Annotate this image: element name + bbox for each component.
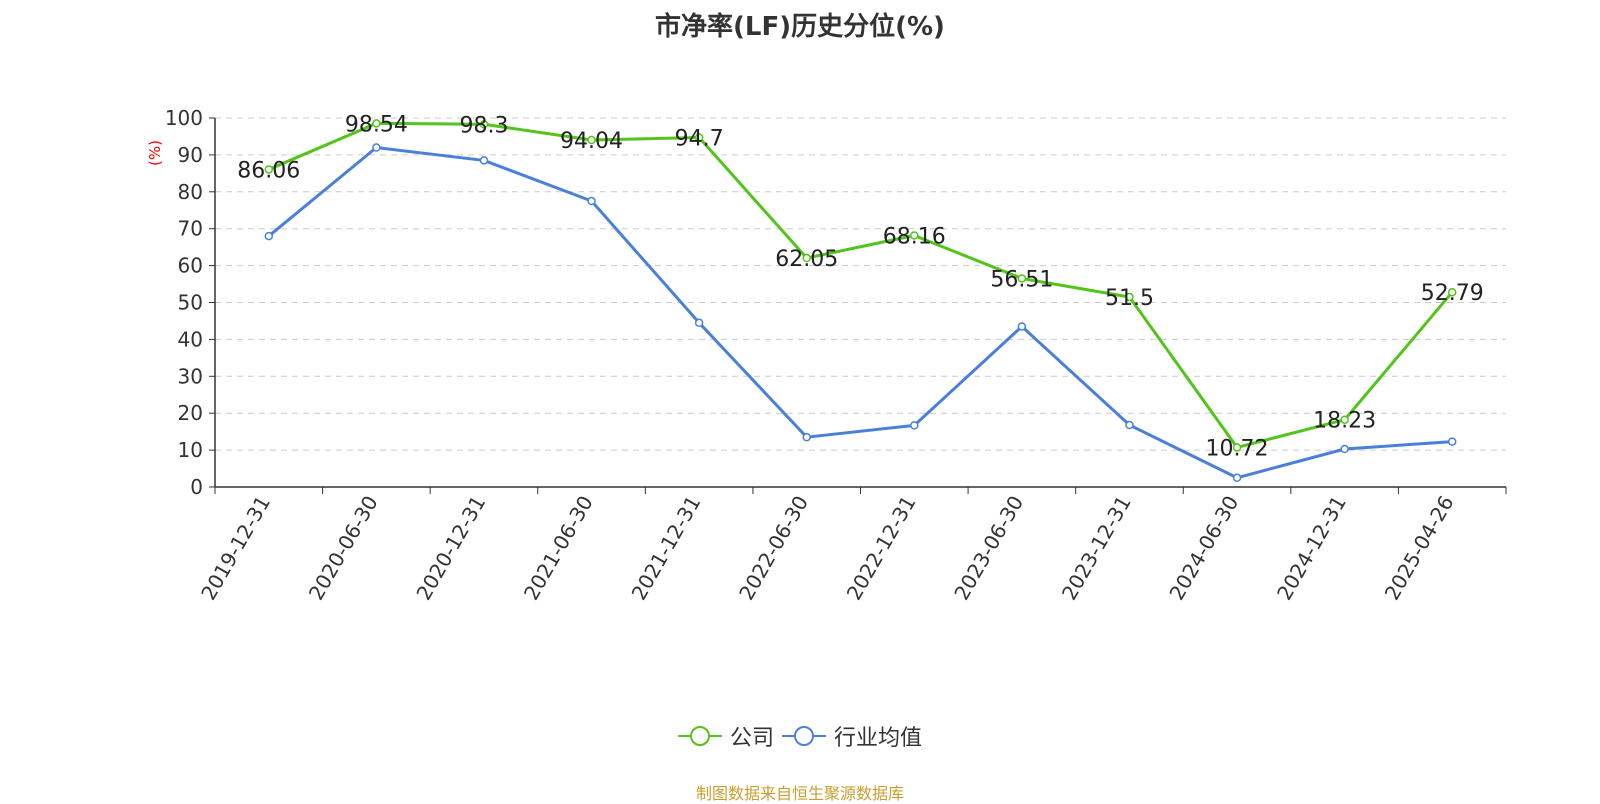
data-label: 51.5 xyxy=(1105,286,1154,311)
data-point xyxy=(1017,322,1027,331)
x-tick-label: 2022-12-31 xyxy=(842,492,921,605)
data-point xyxy=(910,421,919,430)
y-tick-label: 70 xyxy=(178,217,203,241)
data-point xyxy=(802,432,811,442)
data-point xyxy=(1125,420,1134,430)
legend-item-industry[interactable]: 行业均值 xyxy=(782,720,922,752)
y-tick-label: 30 xyxy=(178,364,203,388)
x-tick-label: 2021-12-31 xyxy=(627,492,706,605)
source-note: 制图数据来自恒生聚源数据库 xyxy=(695,784,904,803)
data-point xyxy=(1340,444,1349,454)
x-tick-label: 2020-12-31 xyxy=(411,492,490,605)
y-tick-label: 100 xyxy=(165,106,203,130)
data-point xyxy=(1017,274,1027,283)
axes: 0 10 20 30 40 50 60 70 80 90 100(%) 2019-12-31 2020-… xyxy=(146,106,1507,605)
y-tick-label: 10 xyxy=(178,438,203,462)
legend-label-company: 公司 xyxy=(729,726,774,751)
y-tick-label: 0 xyxy=(190,475,203,499)
data-label: 10.72 xyxy=(1206,436,1269,461)
data-point xyxy=(1232,473,1242,483)
data-label: 98.54 xyxy=(345,112,408,137)
legend: 公司 行业均值 xyxy=(0,720,1600,752)
data-label: 94.7 xyxy=(675,127,724,152)
x-tick-label: 2020-06-30 xyxy=(304,492,383,605)
series-line-company xyxy=(268,121,1454,449)
x-tick-label: 2021-06-30 xyxy=(519,492,598,605)
data-point xyxy=(694,133,704,142)
legend-label-industry: 行业均值 xyxy=(834,726,923,751)
data-point xyxy=(1340,415,1349,424)
data-label: 94.04 xyxy=(560,129,623,154)
data-label: 52.79 xyxy=(1421,281,1484,306)
y-tick-label: 90 xyxy=(178,143,203,167)
data-point xyxy=(479,156,489,165)
x-tick-label: 2024-06-30 xyxy=(1164,492,1243,605)
y-tick-label: 80 xyxy=(178,180,203,204)
data-point xyxy=(372,143,381,152)
data-label: 86.06 xyxy=(237,158,300,183)
data-point xyxy=(264,231,274,241)
y-tick-label: 60 xyxy=(178,254,203,278)
data-point xyxy=(802,253,811,263)
data-point xyxy=(1447,287,1457,297)
data-point xyxy=(1125,292,1134,302)
legend-company-line-icon xyxy=(677,726,722,746)
grid-lines xyxy=(215,117,1506,451)
y-tick-label: 40 xyxy=(178,327,203,351)
data-point xyxy=(587,196,596,206)
data-point xyxy=(587,135,596,145)
x-tick-label: 2024-12-31 xyxy=(1272,492,1351,605)
data-point xyxy=(694,318,704,328)
data-label: 68.16 xyxy=(883,224,946,249)
x-tick-label: 2023-12-31 xyxy=(1057,492,1136,605)
y-tick-label: 20 xyxy=(178,401,203,425)
data-point xyxy=(1447,437,1457,446)
x-tick-label: 2022-06-30 xyxy=(734,492,813,605)
data-point xyxy=(479,120,489,129)
y-tick-label: 50 xyxy=(178,291,203,315)
legend-industry-line-icon xyxy=(782,726,826,746)
x-tick-label: 2019-12-31 xyxy=(196,492,275,605)
series-lines xyxy=(264,119,1457,483)
y-axis-label: (%) xyxy=(146,140,164,166)
data-point xyxy=(1232,443,1242,452)
legend-item-company[interactable]: 公司 xyxy=(677,720,774,752)
x-tick-label: 2025-04-26 xyxy=(1380,492,1459,605)
data-point xyxy=(264,165,274,174)
data-label: 56.51 xyxy=(990,267,1053,292)
data-label: 98.3 xyxy=(459,113,508,138)
data-label: 62.05 xyxy=(775,247,838,272)
chart-title: 市净率(LF)历史分位(%) xyxy=(655,12,945,42)
data-point xyxy=(910,231,919,240)
series-line-industry xyxy=(267,146,1453,480)
data-point xyxy=(372,119,381,128)
data-label: 18.23 xyxy=(1313,409,1376,434)
x-tick-label: 2023-06-30 xyxy=(949,492,1028,605)
data-labels: 86.06 98.54 98.3 94.04 94.7 62.05 68.16 56.51 51… xyxy=(237,112,1483,461)
